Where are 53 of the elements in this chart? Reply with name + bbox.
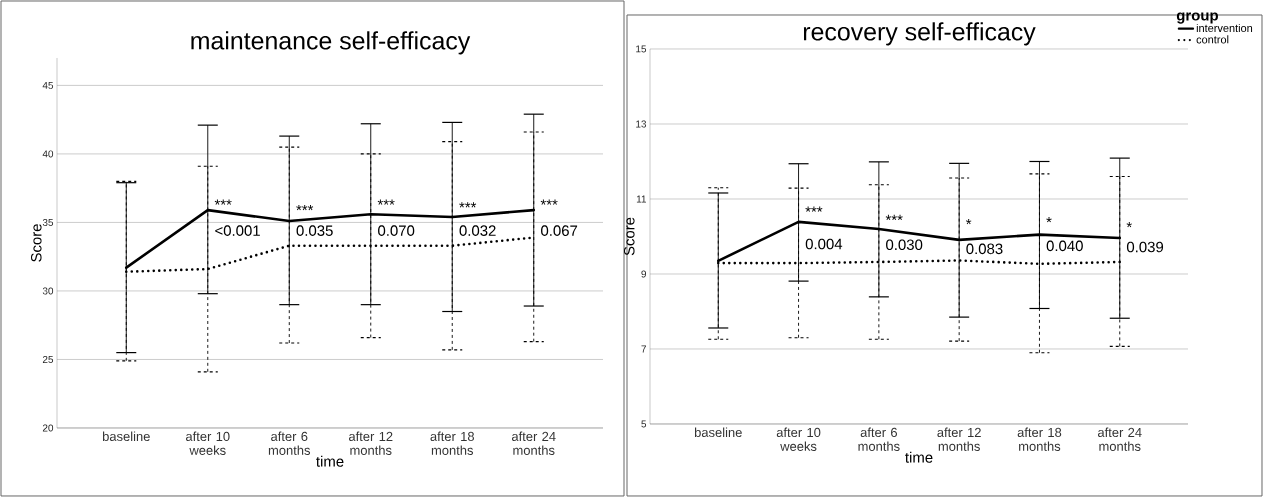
annotation: *** xyxy=(296,204,314,211)
x-tick-label: after 24 months xyxy=(511,431,556,455)
annotation: 0.067 xyxy=(541,225,578,236)
annotation: *** xyxy=(459,202,477,208)
annotation: 0.070 xyxy=(378,225,415,236)
chart-title: maintenance self-efficacy xyxy=(191,31,471,55)
x-tick-label: baseline xyxy=(102,431,150,442)
y-tick-label: 9 xyxy=(641,270,647,278)
x-tick-label: after 12 months xyxy=(937,427,981,451)
x-tick-label: after 18 months xyxy=(430,431,474,455)
y-tick-label: 11 xyxy=(636,195,647,203)
y-tick-label: 30 xyxy=(42,287,54,295)
annotation: *** xyxy=(377,199,395,205)
x-tick-label: baseline xyxy=(694,427,742,438)
annotation: * xyxy=(1126,221,1132,228)
chart-title: recovery self-efficacy xyxy=(803,22,1036,46)
y-tick-label: 35 xyxy=(42,218,54,226)
y-tick-label: 25 xyxy=(42,355,54,363)
x-tick-label: after 18 months xyxy=(1017,427,1062,451)
annotation: 0.032 xyxy=(459,225,496,236)
y-axis-title: Score xyxy=(30,224,42,262)
y-tick-label: 5 xyxy=(641,420,647,428)
x-axis-title: time xyxy=(905,451,933,463)
legend-title: group xyxy=(1176,12,1218,24)
annotation: 0.035 xyxy=(296,225,333,236)
x-tick-label: after 10 weeks xyxy=(776,427,821,451)
annotation: *** xyxy=(805,206,823,212)
annotation: * xyxy=(1046,217,1052,223)
y-tick-label: 7 xyxy=(641,345,646,353)
annotation: *** xyxy=(214,199,232,205)
x-tick-label: after 12 months xyxy=(348,431,393,455)
annotation: *** xyxy=(540,199,558,205)
y-tick-label: 40 xyxy=(42,150,54,158)
legend-label: intervention xyxy=(1196,23,1253,32)
annotation: *** xyxy=(885,214,903,221)
y-axis-title: Score xyxy=(623,217,635,256)
x-tick-label: after 10 weeks xyxy=(186,431,230,455)
y-tick-label: 13 xyxy=(636,120,647,128)
annotation: 0.039 xyxy=(1126,241,1164,253)
y-tick-label: 15 xyxy=(636,45,647,53)
x-tick-label: after 6 months xyxy=(858,427,900,451)
x-axis-title: time xyxy=(316,455,344,467)
annotation: * xyxy=(966,218,972,225)
annotation: 0.030 xyxy=(886,239,923,251)
x-tick-label: after 24 months xyxy=(1097,427,1142,451)
y-tick-label: 20 xyxy=(42,424,54,432)
annotation: 0.004 xyxy=(805,238,843,250)
y-tick-label: 45 xyxy=(42,81,54,89)
x-tick-label: after 6 months xyxy=(268,431,311,455)
annotation: 0.083 xyxy=(966,243,1003,255)
annotation: <0.001 xyxy=(215,225,260,236)
legend-label: control xyxy=(1196,35,1229,44)
annotation: 0.040 xyxy=(1046,240,1083,252)
